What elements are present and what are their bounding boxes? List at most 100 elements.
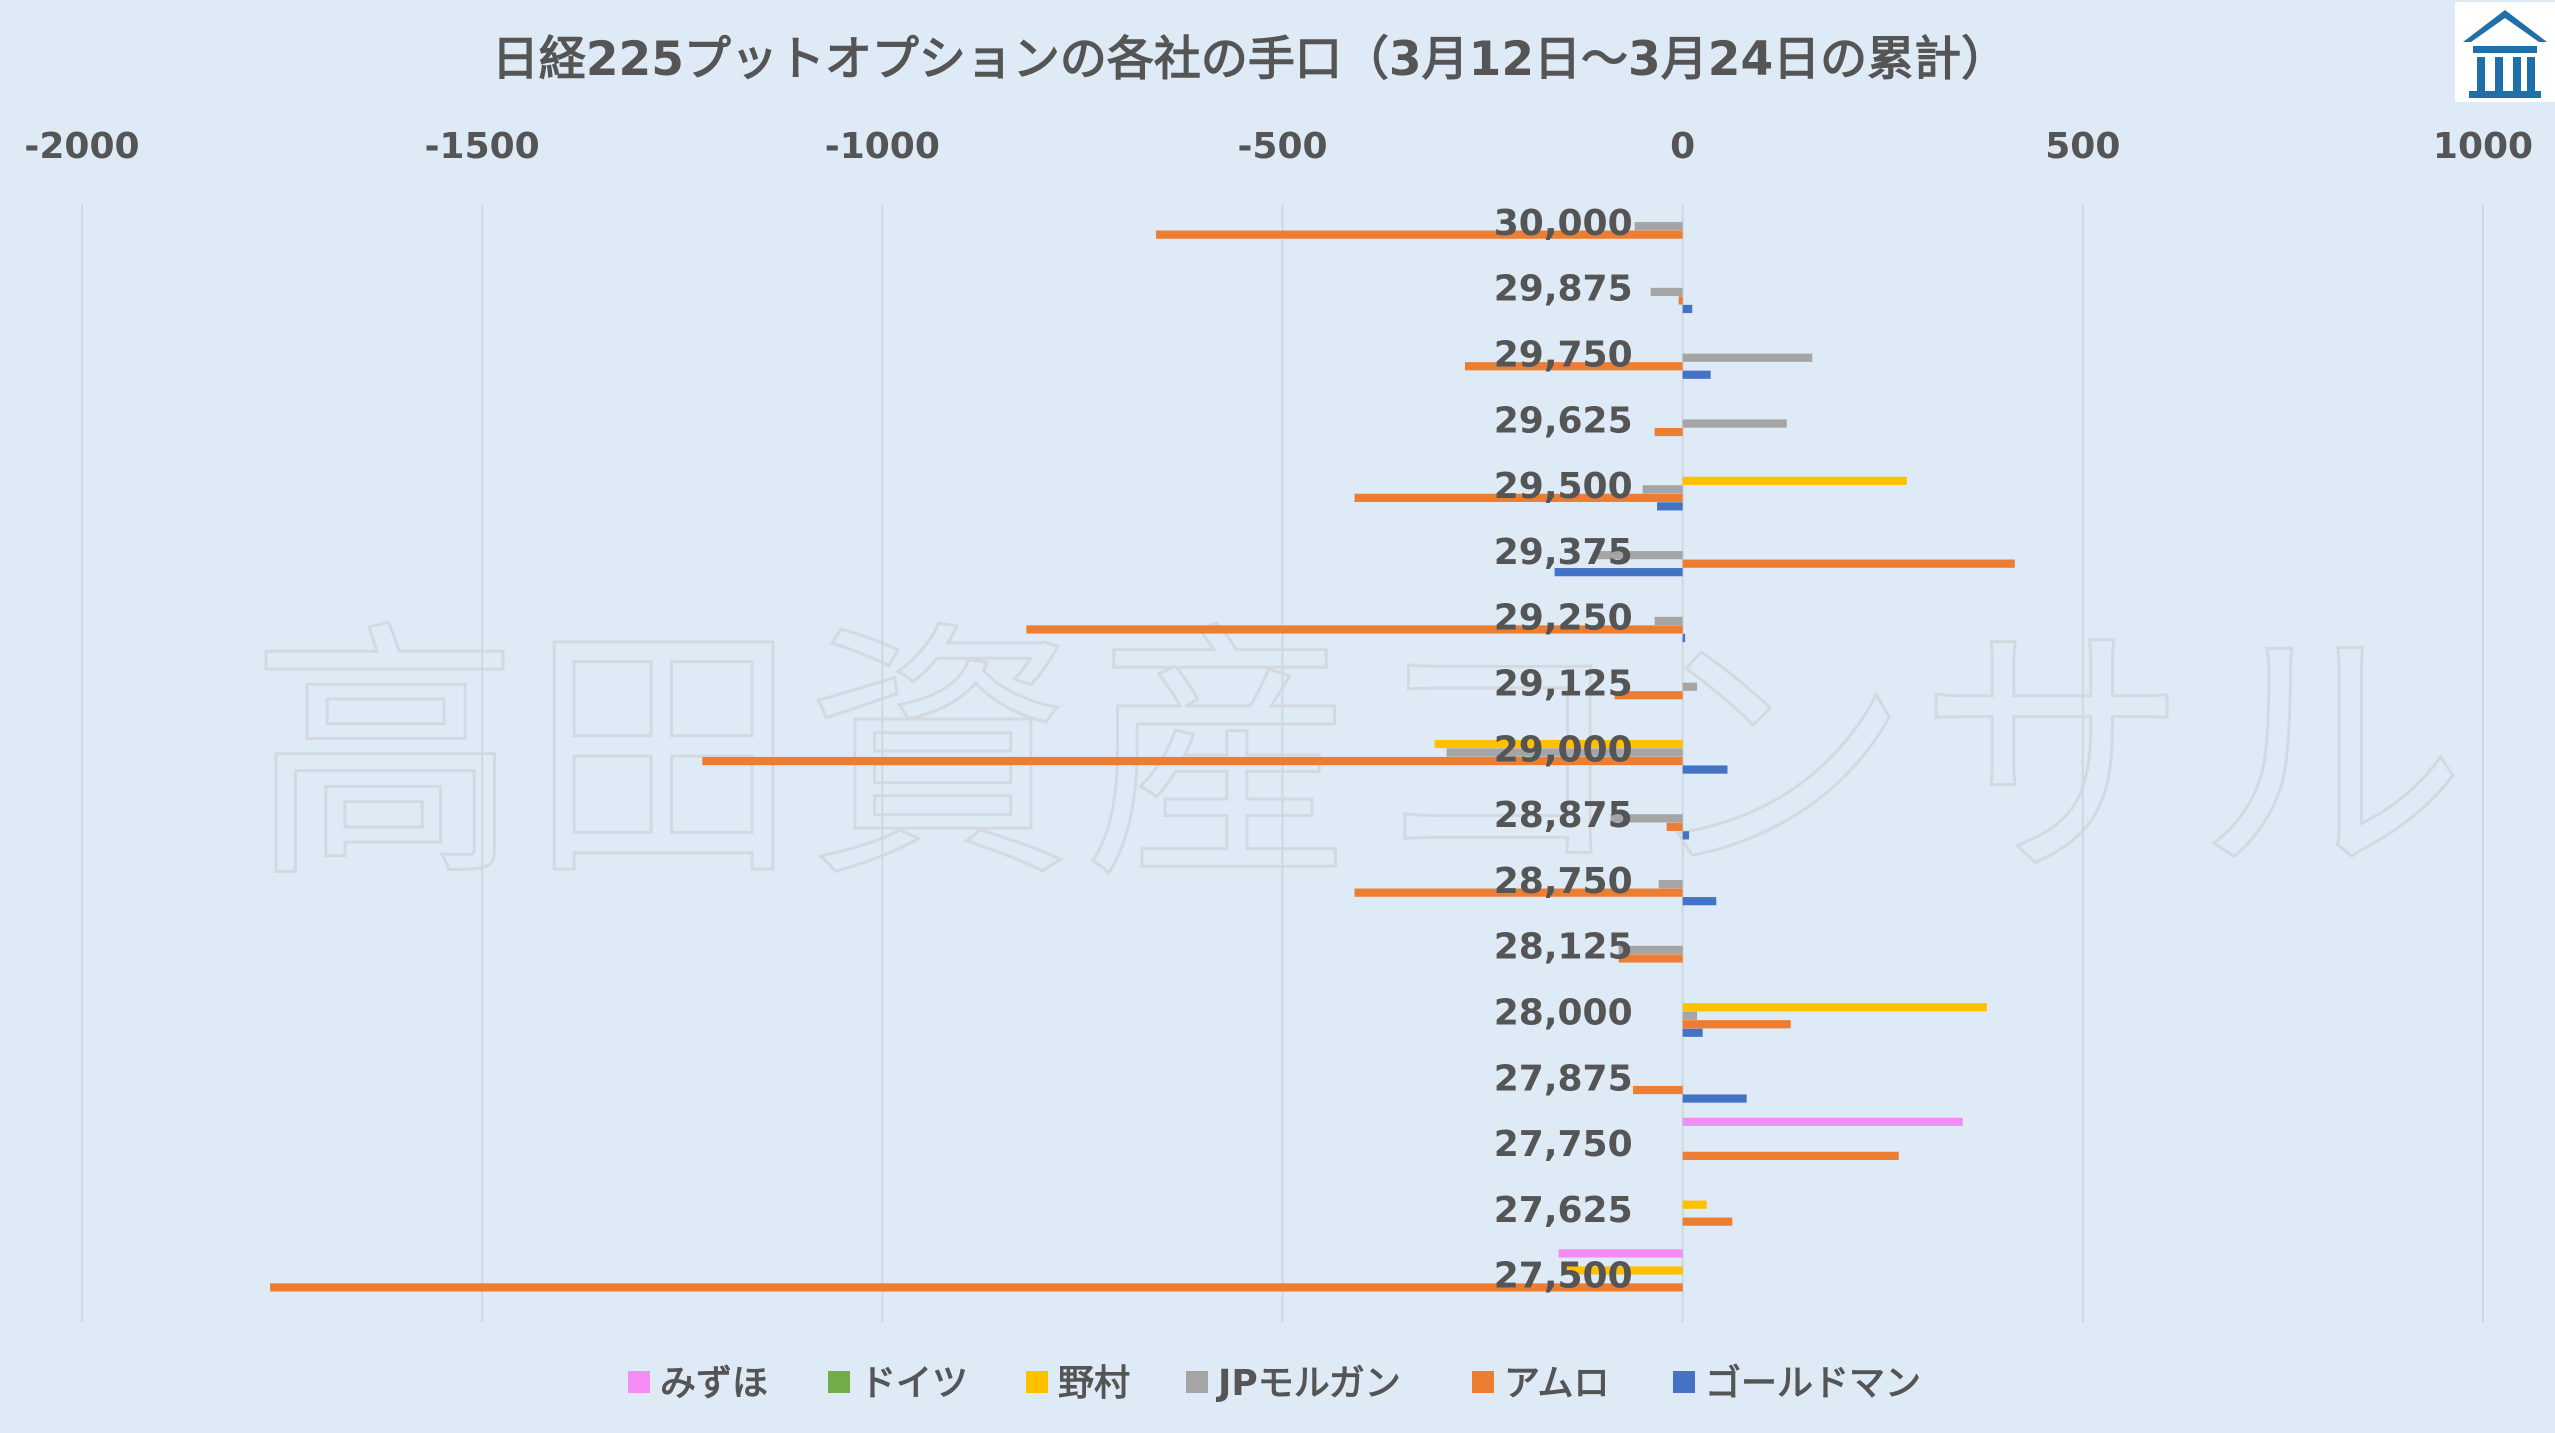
legend-label: アムロ: [1504, 1363, 1609, 1404]
x-tick-label: -1000: [825, 126, 940, 167]
bar: [1657, 502, 1683, 511]
bar: [1682, 419, 1787, 428]
legend-item: ドイツ: [828, 1363, 968, 1404]
category-group: [1633, 1085, 1747, 1103]
x-tick-label: -1500: [425, 126, 540, 167]
bar: [1618, 945, 1683, 955]
category-label: 29,875: [1494, 269, 1633, 310]
category-group: [1610, 814, 1690, 840]
chart-title: 日経225プットオプションの各社の手口（3月12日～3月24日の累計）: [492, 32, 2008, 87]
x-tick-label: -500: [1237, 126, 1327, 167]
bar: [1666, 822, 1683, 831]
x-axis-ticks: -2000 -1500 -1000 -500 0 500 1000: [24, 126, 2533, 167]
category-group: [1026, 616, 1686, 643]
x-tick-label: 0: [1670, 126, 1695, 167]
category-label: 29,125: [1494, 664, 1633, 705]
category-label: 27,750: [1494, 1124, 1633, 1165]
bar: [1446, 748, 1683, 757]
x-tick-label: -2000: [24, 126, 139, 167]
bar: [1682, 1200, 1707, 1209]
bar: [1562, 1266, 1683, 1275]
bar: [1682, 1217, 1733, 1226]
bar: [1682, 1020, 1791, 1029]
category-label: 27,625: [1494, 1190, 1633, 1231]
legend-label: みずほ: [660, 1363, 768, 1404]
category-group: [1682, 1200, 1733, 1226]
bar: [1682, 1028, 1703, 1037]
legend-item: アムロ: [1472, 1363, 1609, 1404]
bar: [1678, 296, 1683, 305]
category-label: 27,875: [1494, 1058, 1633, 1099]
category-label: 29,625: [1494, 400, 1633, 441]
category-group: [1682, 1117, 1963, 1160]
legend-item: みずほ: [628, 1363, 768, 1404]
legend: みずほ ドイツ 野村 JPモルガン アムロ ゴールドマン: [628, 1362, 1921, 1404]
bar: [1642, 485, 1683, 494]
bar: [1654, 616, 1683, 626]
bar: [1658, 880, 1683, 889]
bar: [1682, 682, 1698, 691]
bar: [1634, 222, 1683, 231]
category-label: 28,750: [1494, 861, 1633, 902]
legend-label: ドイツ: [860, 1363, 968, 1404]
bar: [1618, 954, 1683, 963]
bar: [1682, 1117, 1963, 1126]
legend-label: ゴールドマン: [1705, 1362, 1921, 1404]
bar: [1354, 493, 1683, 502]
legend-item: JPモルガン: [1186, 1363, 1401, 1404]
category-label: 27,500: [1494, 1256, 1633, 1297]
legend-item: 野村: [1026, 1363, 1130, 1404]
bars: [270, 222, 2015, 1292]
category-group: [1614, 682, 1698, 700]
x-tick-label: 500: [2045, 126, 2120, 167]
watermark: 高田資産コンサル: [250, 599, 2474, 914]
bar: [1650, 287, 1683, 297]
category-label: 28,000: [1494, 993, 1633, 1034]
bar: [1682, 765, 1728, 774]
bar: [1682, 831, 1690, 840]
bar: [1682, 559, 2015, 568]
category-group: [1618, 945, 1683, 963]
x-tick-label: 1000: [2433, 126, 2533, 167]
category-label: 29,500: [1494, 466, 1633, 507]
bar: [1654, 427, 1683, 437]
category-group: [1654, 419, 1787, 437]
category-label: 29,000: [1494, 729, 1633, 770]
bar: [1682, 476, 1907, 485]
legend-label: JPモルガン: [1215, 1363, 1401, 1404]
category-label: 29,750: [1494, 335, 1633, 376]
category-label: 28,125: [1494, 927, 1633, 968]
category-label: 29,375: [1494, 532, 1633, 573]
bar: [702, 756, 1683, 766]
category-group: [270, 1249, 1683, 1292]
bar: [1610, 814, 1683, 823]
bar: [270, 1283, 1683, 1292]
category-label: 29,250: [1494, 598, 1633, 639]
legend-swatch: [1026, 1371, 1048, 1393]
bar: [1682, 1003, 1987, 1012]
category-group: [1354, 880, 1717, 906]
legend-swatch: [628, 1371, 650, 1393]
category-group: [1682, 1003, 1987, 1037]
legend-swatch: [828, 1371, 850, 1393]
bar: [1682, 1151, 1899, 1160]
building-logo-icon: [2455, 2, 2555, 102]
category-label: 28,875: [1494, 795, 1633, 836]
bar: [1554, 568, 1683, 577]
bar: [1354, 888, 1683, 897]
bar: [1682, 1011, 1698, 1020]
category-group: [1464, 353, 1813, 379]
legend-swatch: [1673, 1371, 1695, 1393]
bar: [1614, 691, 1683, 700]
category-group: [1650, 287, 1693, 314]
bar: [1633, 1085, 1683, 1095]
bar: [1434, 739, 1683, 749]
bar: [1682, 897, 1717, 906]
category-group: [1554, 551, 2015, 577]
category-group: [1156, 222, 1683, 239]
bar: [1464, 362, 1683, 371]
bar: [1682, 1094, 1747, 1103]
bar: [1594, 551, 1683, 560]
category-labels: 30,000 29,875 29,750 29,625 29,500 29,375 29,2…: [1494, 203, 1633, 1297]
